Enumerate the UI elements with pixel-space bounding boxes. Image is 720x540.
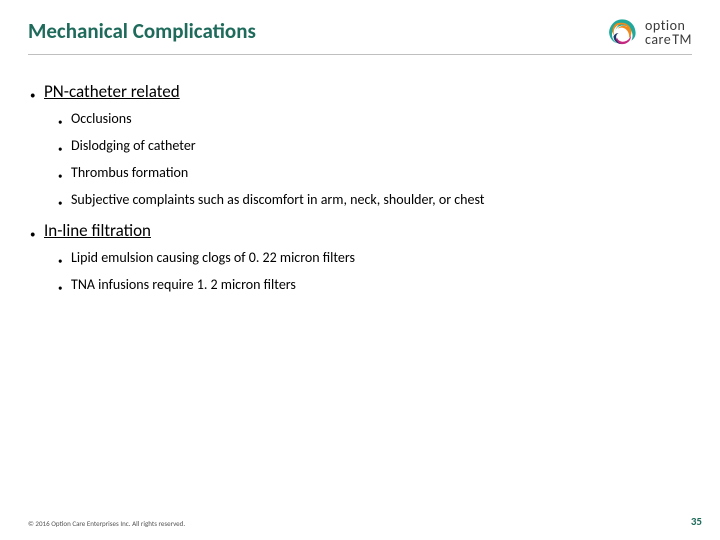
bullet-dot-icon: • bbox=[30, 229, 36, 240]
bullet-lvl2: • Dislodging of catheter bbox=[58, 137, 692, 154]
list-item: TNA infusions require 1. 2 micron filter… bbox=[71, 276, 296, 293]
bullet-dot-icon: • bbox=[58, 284, 63, 293]
sublist: • Occlusions • Dislodging of catheter • Thr… bbox=[30, 110, 692, 208]
bullet-dot-icon: • bbox=[58, 199, 63, 208]
bullet-lvl1: • In-line filtration bbox=[30, 220, 692, 241]
copyright-text: © 2016 Option Care Enterprises Inc. All … bbox=[28, 519, 185, 528]
logo-swirl-icon bbox=[605, 16, 639, 50]
bullet-lvl1: • PN-catheter related bbox=[30, 81, 692, 102]
bullet-dot-icon: • bbox=[58, 118, 63, 127]
section-heading: In-line filtration bbox=[44, 220, 151, 241]
list-item: Lipid emulsion causing clogs of 0. 22 mi… bbox=[71, 249, 355, 266]
slide-title: Mechanical Complications bbox=[28, 18, 256, 44]
logo-line2: care bbox=[645, 31, 671, 48]
bullet-dot-icon: • bbox=[30, 90, 36, 101]
logo-text: option careTM bbox=[645, 19, 692, 47]
logo-tm: TM bbox=[672, 31, 692, 48]
list-item: Subjective complaints such as discomfort… bbox=[71, 191, 485, 208]
list-item: Thrombus formation bbox=[71, 164, 188, 181]
bullet-dot-icon: • bbox=[58, 172, 63, 181]
slide-content: • PN-catheter related • Occlusions • Dislo… bbox=[28, 81, 692, 293]
bullet-dot-icon: • bbox=[58, 145, 63, 154]
bullet-lvl2: • Subjective complaints such as discomfor… bbox=[58, 191, 692, 208]
slide-footer: © 2016 Option Care Enterprises Inc. All … bbox=[28, 515, 702, 528]
bullet-lvl2: • Thrombus formation bbox=[58, 164, 692, 181]
section-heading: PN-catheter related bbox=[44, 81, 180, 102]
bullet-dot-icon: • bbox=[58, 257, 63, 266]
list-item: Occlusions bbox=[71, 110, 132, 127]
slide-header: Mechanical Complications option careTM bbox=[28, 18, 692, 55]
bullet-lvl2: • Lipid emulsion causing clogs of 0. 22 m… bbox=[58, 249, 692, 266]
brand-logo: option careTM bbox=[605, 16, 692, 50]
sublist: • Lipid emulsion causing clogs of 0. 22 m… bbox=[30, 249, 692, 293]
page-number: 35 bbox=[691, 515, 702, 528]
bullet-lvl2: • TNA infusions require 1. 2 micron filte… bbox=[58, 276, 692, 293]
slide: Mechanical Complications option careTM •… bbox=[0, 0, 720, 540]
list-item: Dislodging of catheter bbox=[71, 137, 196, 154]
bullet-lvl2: • Occlusions bbox=[58, 110, 692, 127]
